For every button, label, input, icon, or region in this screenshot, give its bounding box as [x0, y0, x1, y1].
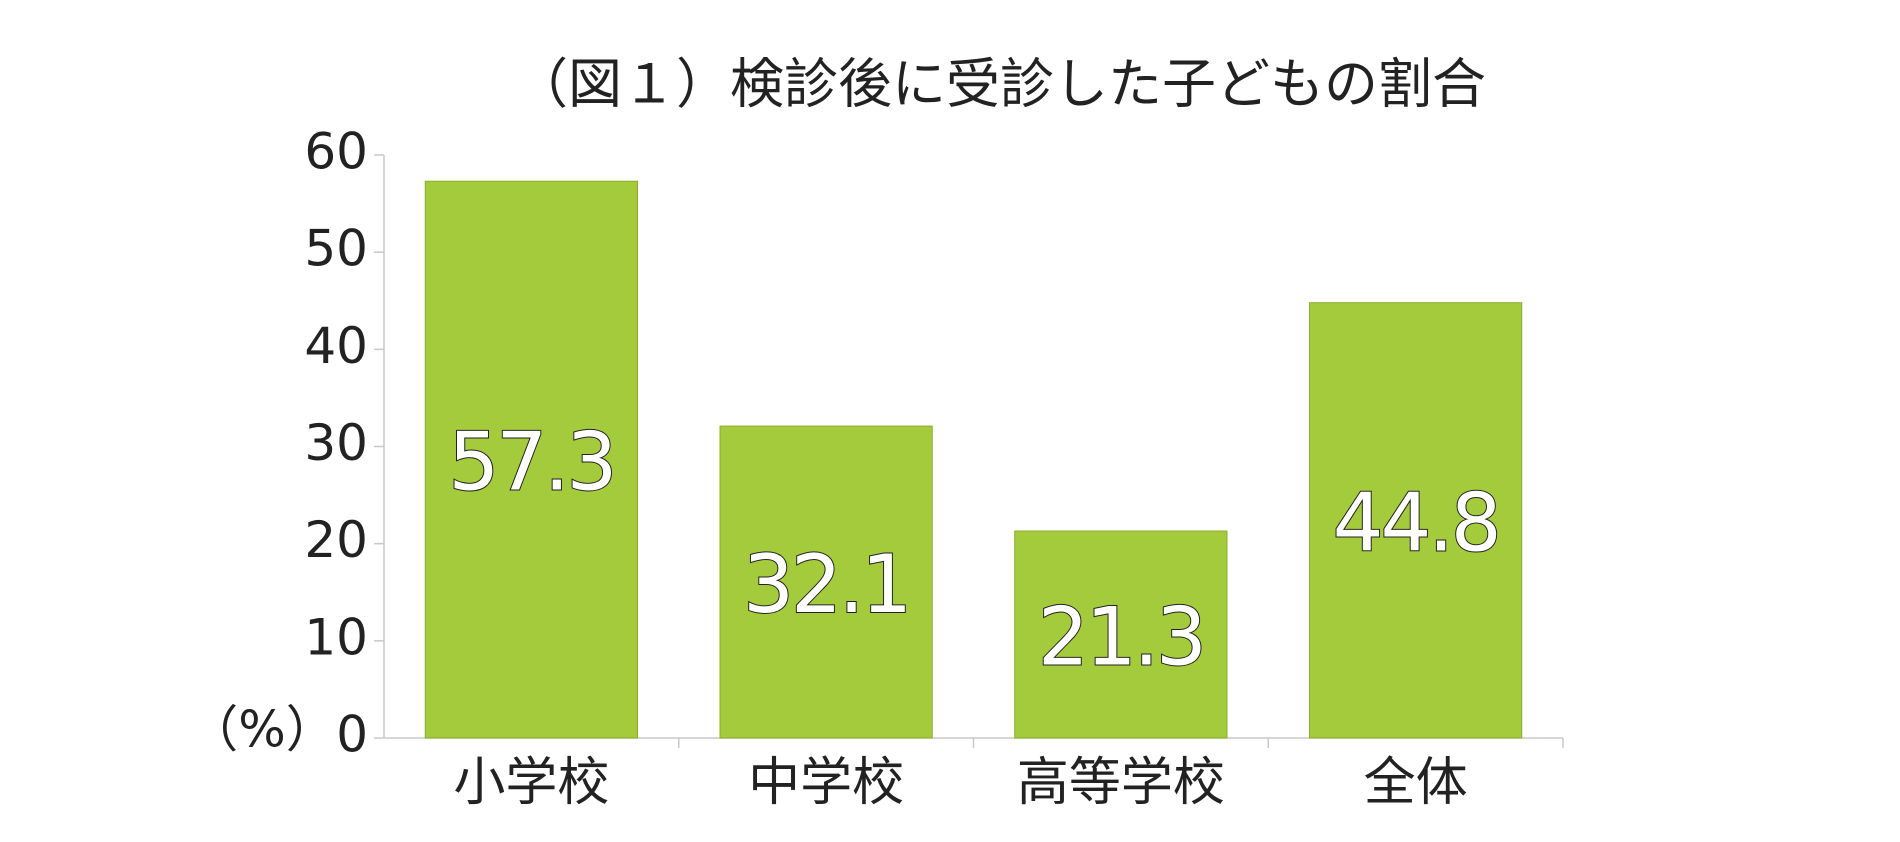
x-tick-label: 高等学校	[1017, 753, 1225, 813]
bar	[719, 425, 933, 739]
y-tick-label: 60	[304, 123, 368, 181]
bar	[1309, 302, 1523, 739]
value-label: 57.3	[448, 416, 614, 509]
y-axis-label: （%）	[188, 701, 336, 759]
x-tick-label: 中学校	[748, 753, 904, 813]
y-tick-label: 30	[304, 414, 368, 472]
x-tick-label: 全体	[1364, 753, 1468, 813]
chart-title: （図１）検診後に受診した子どもの割合	[514, 53, 1486, 116]
value-label: 44.8	[1333, 476, 1499, 569]
value-label: 21.3	[1038, 590, 1204, 683]
y-tick-label: 40	[304, 317, 368, 375]
y-tick-label: 0	[336, 706, 368, 764]
value-label: 32.1	[743, 538, 909, 631]
x-tick-label: 小学校	[453, 753, 609, 813]
y-tick-label: 10	[304, 608, 368, 666]
y-tick-label: 20	[304, 511, 368, 569]
bar	[1014, 530, 1228, 739]
bar	[424, 180, 638, 739]
y-tick-label: 50	[304, 220, 368, 278]
